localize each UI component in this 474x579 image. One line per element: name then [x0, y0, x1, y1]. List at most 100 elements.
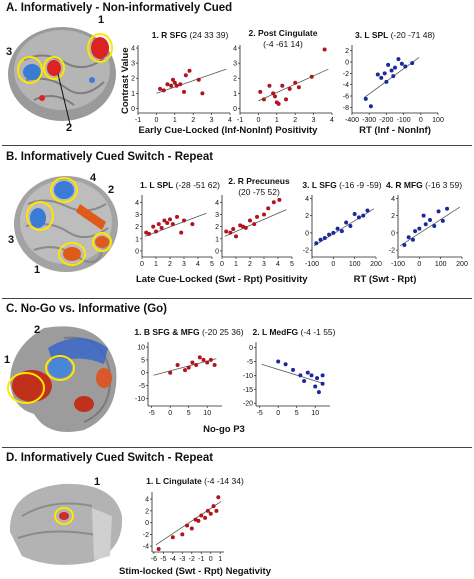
x-tick-label: -5	[160, 556, 166, 563]
section-divider	[2, 298, 472, 299]
callout-b2: 2	[108, 184, 115, 196]
x-tick-label: 0	[331, 261, 335, 268]
data-point	[296, 85, 301, 90]
data-point	[440, 218, 445, 223]
data-point	[320, 373, 325, 378]
section-b-title: B. Informatively Cued Switch - Repeat	[6, 151, 214, 163]
x-tick-label: 5	[210, 261, 214, 268]
data-point	[423, 222, 428, 227]
x-tick-label: 0	[419, 117, 423, 124]
y-tick-label: -5	[139, 383, 145, 390]
x-tick-label: 100	[435, 261, 447, 268]
scatter-b3: -100 0 100 200 -2 0 2 4	[303, 195, 382, 268]
y-tick-label: 4	[145, 497, 149, 504]
data-point	[410, 237, 415, 242]
data-point	[255, 214, 259, 219]
data-point	[180, 532, 185, 537]
callout-c1: 1	[4, 354, 11, 366]
data-point	[322, 236, 327, 241]
data-point	[261, 97, 266, 102]
data-point	[252, 222, 257, 227]
data-point	[211, 504, 216, 509]
y-tick-label: -10	[135, 396, 145, 403]
x-tick-label: 100	[349, 261, 361, 268]
y-tick-label: 3	[215, 212, 219, 219]
callout-b3: 3	[8, 234, 15, 246]
scatter-c2: -5 0 5 10 -20 -15 -10 -5 0	[243, 342, 330, 417]
callout-d1: 1	[94, 476, 101, 488]
y-tick-label: 4	[135, 200, 139, 207]
x-tick-label: -3	[179, 556, 185, 563]
brain-render-b	[14, 176, 118, 272]
data-point	[258, 89, 263, 94]
section-c-title: C. No-Go vs. Informative (Go)	[6, 303, 168, 315]
y-tick-label: 4	[131, 46, 135, 53]
x-tick-label: 1	[275, 117, 279, 124]
data-point	[267, 83, 272, 88]
section-d-title: D. Informatively Cued Switch - Repeat	[6, 452, 214, 464]
data-point	[212, 363, 217, 368]
data-point	[170, 222, 175, 227]
data-point	[386, 62, 391, 67]
x-tick-label: -100	[397, 117, 411, 124]
data-point	[151, 224, 156, 229]
data-point	[368, 104, 373, 109]
data-point	[421, 213, 426, 218]
x-tick-label: -1	[237, 117, 243, 124]
data-point	[410, 61, 415, 66]
data-point	[283, 362, 288, 367]
x-tick-label: 0	[220, 261, 224, 268]
y-tick-label: 1	[233, 91, 237, 98]
data-point	[197, 355, 202, 360]
data-point	[314, 241, 319, 246]
y-tick-label: -2	[303, 248, 309, 255]
x-tick-label: 2	[293, 117, 297, 124]
x-tick-label: -4	[170, 556, 176, 563]
x-tick-label: 0	[209, 556, 213, 563]
data-point	[309, 74, 314, 79]
x-tick-label: 5	[290, 261, 294, 268]
y-tick-label: 3	[131, 61, 135, 68]
x-tick-label: 3	[210, 117, 214, 124]
data-point	[315, 376, 320, 381]
callout-b1: 1	[34, 264, 41, 276]
x-tick-label: 1	[218, 556, 222, 563]
data-point	[170, 535, 175, 540]
data-point	[318, 237, 323, 242]
x-axis-label-a-early: Early Cue-Locked (Inf-NonInf) Positivity	[138, 125, 318, 136]
data-point	[331, 230, 336, 235]
data-point	[156, 547, 161, 552]
data-point	[196, 518, 201, 523]
x-tick-label: 4	[228, 117, 232, 124]
panel-a2-title: 2. Post Cingulate (-4 -61 14)	[248, 28, 318, 49]
y-tick-label: -6	[343, 94, 349, 101]
x-tick-label: 3	[262, 261, 266, 268]
x-tick-label: 4	[276, 261, 280, 268]
callout-b4: 4	[90, 172, 97, 184]
y-tick-label: 2	[215, 224, 219, 231]
regression-line	[313, 208, 375, 247]
x-tick-label: -200	[379, 117, 393, 124]
x-tick-label: -300	[362, 117, 376, 124]
panel-c1-title: 1. B SFG & MFG (-20 25 36)	[134, 327, 244, 337]
panel-a3-title: 3. L SPL (-20 -71 48)	[354, 30, 436, 40]
data-point	[284, 97, 288, 102]
y-tick-label: -10	[243, 373, 253, 380]
data-point	[396, 57, 401, 62]
data-point	[147, 231, 151, 236]
y-tick-label: 0	[141, 370, 145, 377]
x-axis-label-a-rt: RT (Inf - NonInf)	[359, 125, 431, 136]
x-tick-label: 5	[295, 410, 299, 417]
data-point	[271, 200, 276, 205]
data-point	[165, 82, 170, 87]
y-tick-label: 10	[137, 345, 145, 352]
y-tick-label: 0	[305, 230, 309, 237]
data-point	[293, 80, 298, 85]
x-tick-label: 0	[154, 117, 158, 124]
data-point	[205, 360, 210, 365]
data-point	[361, 213, 366, 218]
data-point	[432, 224, 437, 228]
y-tick-label: 2	[135, 224, 139, 231]
